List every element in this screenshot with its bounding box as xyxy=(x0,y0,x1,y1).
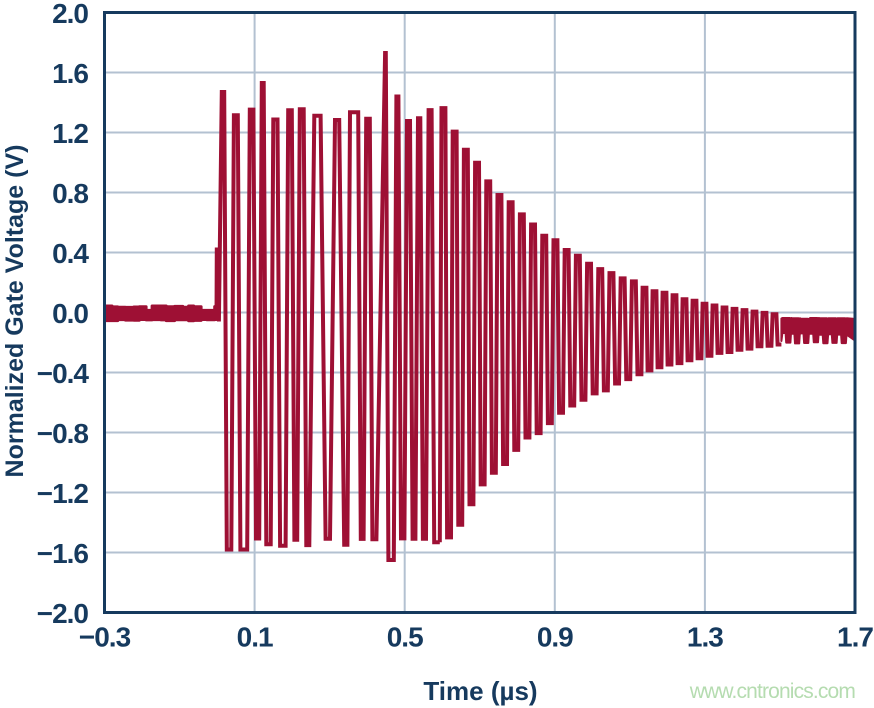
svg-text:0.5: 0.5 xyxy=(387,622,423,653)
svg-text:1.7: 1.7 xyxy=(837,622,873,653)
svg-text:www.cntronics.com: www.cntronics.com xyxy=(689,680,856,703)
svg-text:1.6: 1.6 xyxy=(52,58,88,89)
svg-text:1.2: 1.2 xyxy=(52,118,88,149)
svg-text:−1.6: −1.6 xyxy=(37,538,89,569)
svg-text:−0.8: −0.8 xyxy=(37,418,89,449)
svg-text:−2.0: −2.0 xyxy=(37,598,89,629)
svg-text:0.8: 0.8 xyxy=(52,178,88,209)
svg-text:0.1: 0.1 xyxy=(237,622,273,653)
svg-text:0.4: 0.4 xyxy=(52,238,89,269)
svg-text:0.0: 0.0 xyxy=(52,298,88,329)
svg-text:−0.3: −0.3 xyxy=(79,622,131,653)
svg-text:1.3: 1.3 xyxy=(687,622,723,653)
svg-text:0.9: 0.9 xyxy=(537,622,573,653)
svg-text:−0.4: −0.4 xyxy=(37,358,90,389)
svg-text:Time (µs): Time (µs) xyxy=(423,676,537,706)
svg-text:Normalized Gate Voltage (V): Normalized Gate Voltage (V) xyxy=(1,145,29,478)
svg-text:−1.2: −1.2 xyxy=(37,478,89,509)
svg-text:2.0: 2.0 xyxy=(52,0,88,29)
